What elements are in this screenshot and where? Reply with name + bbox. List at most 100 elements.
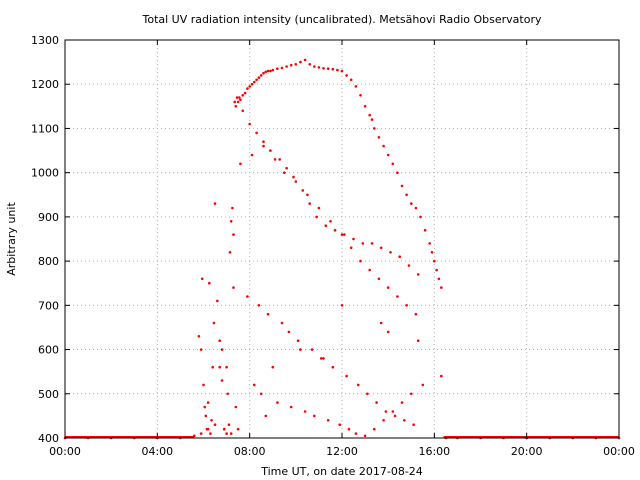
y-tick-label: 500 (38, 388, 59, 401)
data-point (414, 312, 418, 316)
data-point (255, 78, 258, 82)
data-point (213, 423, 217, 427)
data-point (405, 193, 408, 197)
x-tick-label: 04:00 (141, 445, 173, 458)
data-point (331, 365, 335, 369)
data-point (363, 105, 367, 108)
data-point (322, 67, 325, 70)
data-point (393, 414, 397, 418)
data-point (343, 233, 346, 236)
y-tick-label: 1000 (31, 167, 59, 180)
y-tick-label: 700 (38, 299, 59, 312)
data-point (340, 69, 344, 73)
data-point (416, 339, 420, 343)
data-point (238, 96, 241, 99)
data-point (370, 118, 374, 121)
data-point (419, 215, 422, 219)
data-point (228, 251, 232, 254)
data-point (386, 330, 390, 334)
data-point (373, 127, 376, 130)
data-point (313, 414, 316, 418)
data-point (199, 348, 203, 351)
data-point (259, 74, 263, 77)
data-point (412, 423, 415, 427)
data-point (266, 69, 270, 73)
data-point (315, 215, 318, 219)
data-point (345, 374, 348, 378)
data-point (338, 423, 342, 427)
data-point (308, 63, 312, 66)
data-point (246, 295, 249, 298)
data-point (211, 365, 214, 369)
data-point (231, 206, 234, 210)
data-point (303, 410, 307, 413)
data-point (280, 321, 284, 325)
data-point (264, 70, 268, 74)
data-point (410, 392, 413, 396)
data-point (396, 171, 399, 174)
data-point (202, 383, 205, 387)
data-point (368, 113, 372, 117)
data-point (250, 153, 254, 157)
data-point (317, 206, 321, 210)
data-point (204, 414, 208, 418)
data-point (416, 273, 420, 276)
data-point (437, 277, 441, 281)
y-tick-label: 800 (38, 255, 59, 268)
data-point (250, 82, 254, 86)
data-point (340, 233, 344, 236)
data-point (210, 419, 213, 422)
data-point (333, 228, 337, 232)
data-point (340, 304, 344, 307)
data-point (361, 242, 365, 245)
data-point (262, 144, 265, 148)
data-point (269, 149, 272, 152)
data-point (241, 109, 244, 113)
data-point (257, 76, 261, 79)
data-point (379, 321, 383, 325)
data-point (289, 63, 293, 67)
data-point (391, 410, 395, 413)
data-point (384, 410, 388, 413)
data-point (326, 67, 330, 70)
data-point (199, 432, 203, 435)
data-point (435, 268, 438, 272)
data-point (213, 202, 217, 205)
data-point (294, 180, 298, 183)
data-point (428, 242, 432, 245)
data-point (285, 166, 288, 170)
data-point (232, 286, 235, 289)
data-point (287, 330, 291, 334)
data-point (239, 162, 242, 166)
data-point (248, 122, 251, 126)
data-point (271, 68, 275, 72)
data-point (236, 100, 240, 104)
data-point (356, 383, 360, 387)
data-point (377, 136, 381, 139)
data-point (285, 65, 288, 68)
data-point (379, 246, 383, 250)
data-point (229, 220, 233, 223)
data-point (366, 392, 369, 396)
y-tick-label: 1300 (31, 34, 59, 47)
data-point (414, 206, 418, 210)
data-point (278, 158, 282, 161)
data-point (349, 246, 353, 250)
data-point (391, 162, 395, 166)
data-point (299, 348, 302, 351)
data-point (410, 202, 413, 205)
data-point (203, 405, 206, 409)
data-point (209, 432, 212, 435)
data-point (271, 365, 275, 369)
data-point (257, 304, 261, 307)
x-tick-label: 08:00 (234, 445, 266, 458)
y-tick-label: 1200 (31, 78, 59, 91)
data-point (308, 202, 312, 205)
data-point (223, 427, 226, 431)
data-point (262, 140, 265, 143)
data-point (319, 357, 323, 360)
data-point (197, 335, 201, 338)
data-point (317, 66, 321, 69)
data-point (421, 383, 425, 387)
